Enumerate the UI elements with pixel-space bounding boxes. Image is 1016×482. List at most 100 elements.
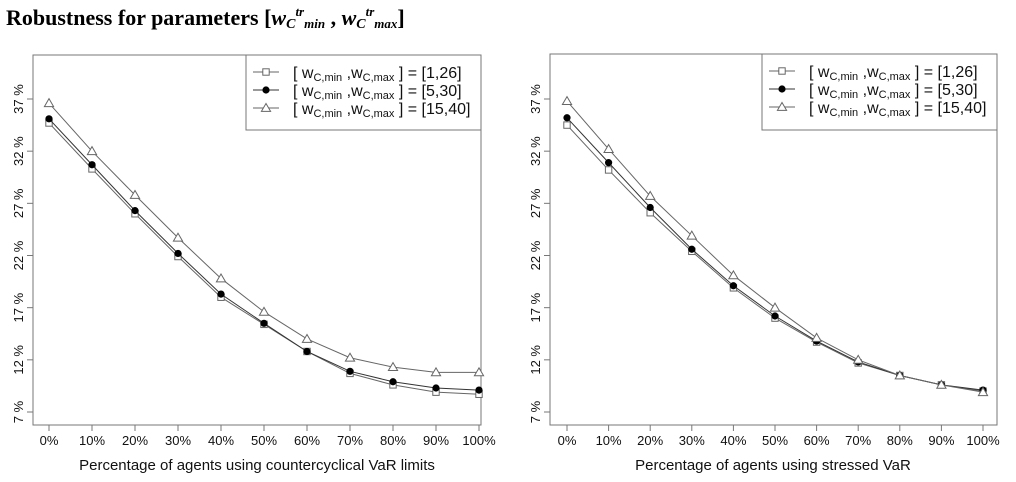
- legend-text: ,w: [342, 101, 363, 118]
- legend-entry: [ wC,min ,wC,max ] = [5,30]: [769, 82, 978, 101]
- legend-subscript: C,max: [879, 107, 911, 119]
- data-point: [301, 333, 313, 343]
- data-point: [769, 302, 781, 312]
- legend-subscript: C,min: [313, 90, 342, 102]
- data-point: [172, 232, 184, 242]
- x-tick-label: 10%: [79, 433, 105, 448]
- data-point: [389, 378, 397, 386]
- data-point: [811, 332, 823, 342]
- title-close: ]: [397, 5, 405, 30]
- legend-label: [ wC,min ,wC,max ] = [5,30]: [809, 82, 978, 101]
- x-tick-label: 90%: [423, 433, 449, 448]
- y-tick-label: 27 %: [528, 188, 543, 218]
- data-point: [258, 306, 270, 316]
- y-tick-label: 32 %: [528, 136, 543, 166]
- x-tick-label: 40%: [720, 433, 746, 448]
- y-tick-label: 7 %: [11, 400, 26, 423]
- data-point: [727, 269, 739, 280]
- x-tick-label: 50%: [762, 433, 788, 448]
- legend-text: [ w: [293, 65, 314, 82]
- legend-text: ] = [1,26]: [910, 64, 977, 81]
- y-tick-label: 12 %: [528, 345, 543, 375]
- legend-text: ,w: [858, 82, 879, 99]
- x-tick-label: 20%: [122, 433, 148, 448]
- legend-subscript: C,min: [313, 72, 342, 84]
- x-tick-label: 80%: [887, 433, 913, 448]
- data-point: [346, 367, 354, 375]
- title-separator: ,: [325, 5, 342, 30]
- legend-text: [ w: [809, 82, 830, 99]
- y-tick-label: 32 %: [11, 136, 26, 166]
- y-tick-label: 12 %: [11, 345, 26, 375]
- y-tick-label: 37 %: [11, 84, 26, 114]
- x-tick-label: 80%: [380, 433, 406, 448]
- y-tick-label: 27 %: [11, 188, 26, 218]
- data-point: [43, 97, 55, 108]
- title-sub-max: max: [374, 16, 398, 31]
- y-tick-label: 22 %: [528, 240, 543, 270]
- legend-text: ] = [1,26]: [394, 65, 461, 82]
- x-tick-label: 70%: [337, 433, 363, 448]
- title-sub-min: min: [304, 16, 326, 31]
- y-tick-label: 17 %: [528, 292, 543, 322]
- legend-text: [ w: [809, 64, 830, 81]
- data-point: [563, 121, 571, 129]
- data-point: [977, 386, 989, 397]
- legend-subscript: C,max: [879, 89, 911, 101]
- title-c-max: C: [356, 17, 366, 32]
- x-tick-label: 70%: [845, 433, 871, 448]
- x-tick-label: 40%: [208, 433, 234, 448]
- title-w-max: w: [341, 5, 357, 30]
- data-point: [131, 207, 139, 215]
- data-point: [894, 369, 906, 380]
- title-c-min: C: [286, 17, 296, 32]
- legend-subscript: C,min: [313, 108, 342, 120]
- legend-text: ,w: [342, 65, 363, 82]
- data-point: [935, 379, 947, 389]
- legend-text: ,w: [342, 83, 363, 100]
- x-tick-label: 90%: [928, 433, 954, 448]
- data-point: [852, 354, 864, 364]
- legend-label: [ wC,min ,wC,max ] = [15,40]: [809, 100, 986, 119]
- series-126: [563, 121, 987, 395]
- y-tick-label: 7 %: [528, 400, 543, 423]
- legend-marker: [778, 85, 786, 93]
- legend-subscript: C,max: [363, 108, 395, 120]
- legend-subscript: C,max: [363, 72, 395, 84]
- legend-text: ,w: [858, 64, 879, 81]
- legend-box: [245, 54, 482, 131]
- x-tick-label: 50%: [251, 433, 277, 448]
- data-point: [604, 166, 613, 174]
- series-1540: [43, 97, 485, 377]
- x-tick-label: 60%: [294, 433, 320, 448]
- legend-label: [ wC,min ,wC,max ] = [15,40]: [293, 101, 470, 120]
- data-point: [387, 361, 399, 372]
- title-w-min: w: [271, 5, 287, 30]
- x-tick-label: 100%: [462, 433, 496, 448]
- series-line: [566, 100, 984, 393]
- legend-entry: [ wC,min ,wC,max ] = [15,40]: [769, 100, 986, 119]
- title-text: Robustness for parameters [: [6, 5, 272, 30]
- legend-marker: [778, 67, 786, 75]
- title-sup-max: tr: [365, 4, 375, 19]
- data-point: [729, 282, 738, 290]
- legend-marker: [776, 101, 788, 111]
- y-tick-label: 37 %: [528, 84, 543, 114]
- x-axis-label: Percentage of agents using countercyclic…: [79, 457, 435, 474]
- data-point: [475, 386, 483, 394]
- data-point: [303, 347, 311, 356]
- y-tick-label: 22 %: [11, 240, 26, 270]
- legend-text: [ w: [293, 101, 314, 118]
- x-tick-label: 30%: [165, 433, 191, 448]
- series-530: [45, 115, 483, 394]
- legend-label: [ wC,min ,wC,max ] = [5,30]: [293, 83, 462, 102]
- data-point: [45, 115, 53, 123]
- legend-label: [ wC,min ,wC,max ] = [1,26]: [293, 65, 462, 84]
- legend-text: [ w: [293, 83, 314, 100]
- legend-entry: [ wC,min ,wC,max ] = [1,26]: [253, 65, 462, 84]
- legend-entry: [ wC,min ,wC,max ] = [5,30]: [253, 83, 462, 102]
- data-point: [603, 143, 615, 153]
- legend-text: [ w: [809, 100, 830, 117]
- legend-marker: [262, 86, 270, 94]
